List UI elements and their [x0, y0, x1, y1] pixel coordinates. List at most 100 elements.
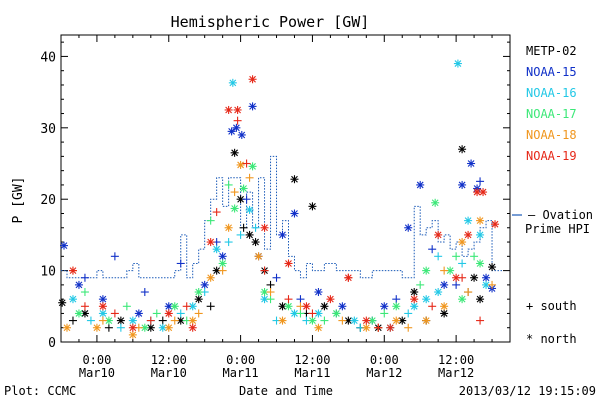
y-tick-label: 10 [40, 265, 56, 280]
chart-title: Hemispheric Power [GW] [171, 13, 370, 31]
point-north-noaa-19 [98, 302, 107, 311]
point-north-metp-02 [476, 295, 485, 304]
point-north-metp-02 [245, 230, 254, 239]
point-north-noaa-18 [188, 316, 197, 325]
point-north-noaa-15 [227, 127, 236, 136]
point-north-noaa-16 [158, 323, 167, 332]
point-south-noaa-17 [452, 252, 461, 261]
point-south-noaa-19 [242, 159, 251, 168]
y-tick-label: 40 [40, 50, 56, 65]
point-south-noaa-17 [380, 309, 389, 318]
x-tick-label-time: 0:00 [82, 353, 111, 367]
point-south-noaa-17 [80, 288, 89, 297]
point-north-metp-02 [58, 298, 67, 307]
point-north-noaa-19 [206, 238, 215, 247]
footer-right: 2013/03/12 19:15:09 [459, 384, 596, 398]
point-north-noaa-19 [479, 188, 488, 197]
point-north-noaa-15 [237, 130, 246, 139]
y-tick-label: 0 [48, 336, 56, 351]
point-north-metp-02 [194, 295, 203, 304]
point-south-noaa-19 [476, 316, 485, 325]
footer-left: Plot: CCMC [4, 384, 76, 398]
series-noaa-16 [68, 59, 491, 332]
point-north-metp-02 [440, 309, 449, 318]
point-south-noaa-16 [434, 252, 443, 261]
point-south-noaa-17 [206, 216, 215, 225]
x-tick-label-date: Mar10 [79, 366, 115, 380]
point-north-noaa-19 [491, 220, 500, 229]
point-south-noaa-18 [404, 323, 413, 332]
point-north-noaa-16 [476, 230, 485, 239]
x-tick-label-time: 12:00 [294, 353, 330, 367]
point-south-noaa-15 [476, 177, 485, 186]
point-north-noaa-16 [245, 205, 254, 214]
point-south-noaa-19 [374, 323, 383, 332]
point-south-noaa-18 [170, 316, 179, 325]
ovation-hpi-line [61, 155, 503, 279]
point-north-noaa-18 [422, 316, 431, 325]
point-north-noaa-19 [410, 295, 419, 304]
point-north-noaa-19 [326, 295, 335, 304]
point-north-noaa-16 [434, 288, 443, 297]
point-south-metp-02 [239, 223, 248, 232]
point-north-noaa-19 [434, 230, 443, 239]
point-south-noaa-19 [458, 273, 467, 282]
point-north-noaa-15 [218, 252, 227, 261]
point-north-noaa-19 [233, 105, 242, 114]
point-south-noaa-19 [308, 309, 317, 318]
point-south-noaa-19 [80, 302, 89, 311]
point-south-noaa-16 [251, 223, 260, 232]
point-south-noaa-17 [266, 295, 275, 304]
point-north-noaa-18 [128, 330, 137, 339]
point-south-noaa-15 [392, 295, 401, 304]
series-metp-02 [58, 145, 497, 332]
point-south-noaa-19 [146, 316, 155, 325]
point-north-noaa-18 [236, 160, 245, 169]
x-tick-label-date: Mar11 [223, 366, 259, 380]
point-south-noaa-16 [176, 309, 185, 318]
point-north-noaa-15 [232, 123, 241, 132]
legend-noaa-18: NOAA-18 [526, 128, 577, 142]
point-south-noaa-15 [452, 280, 461, 289]
point-south-noaa-16 [458, 259, 467, 268]
point-south-noaa-17 [224, 180, 233, 189]
point-north-metp-02 [212, 266, 221, 275]
point-south-noaa-15 [428, 245, 437, 254]
x-tick-label-time: 0:00 [226, 353, 255, 367]
point-south-noaa-16 [236, 230, 245, 239]
point-north-noaa-16 [453, 59, 462, 68]
point-north-noaa-15 [338, 302, 347, 311]
point-north-noaa-19 [248, 75, 257, 84]
ovation-legend-line2: Prime HPI [525, 222, 590, 236]
series-noaa-15 [59, 102, 497, 325]
south-marker-legend: + south [526, 299, 577, 313]
point-north-noaa-16 [464, 216, 473, 225]
point-south-metp-02 [68, 316, 77, 325]
point-south-noaa-16 [224, 238, 233, 247]
point-south-noaa-19 [344, 273, 353, 282]
point-north-noaa-18 [164, 323, 173, 332]
ovation-legend-line1: — Ovation [528, 208, 593, 222]
point-south-metp-02 [206, 302, 215, 311]
point-south-metp-02 [158, 316, 167, 325]
point-south-noaa-18 [245, 173, 254, 182]
point-north-noaa-17 [392, 302, 401, 311]
point-north-noaa-16 [98, 309, 107, 318]
point-south-noaa-19 [110, 309, 119, 318]
point-north-noaa-17 [284, 302, 293, 311]
point-south-noaa-16 [86, 316, 95, 325]
point-north-noaa-15 [278, 230, 287, 239]
legend-noaa-19: NOAA-19 [526, 149, 577, 163]
point-south-metp-02 [104, 323, 113, 332]
point-south-noaa-19 [428, 302, 437, 311]
point-south-noaa-15 [242, 195, 251, 204]
point-south-noaa-19 [212, 208, 221, 217]
point-north-noaa-19 [386, 323, 395, 332]
point-north-metp-02 [410, 288, 419, 297]
point-north-metp-02 [290, 175, 299, 184]
point-north-noaa-15 [416, 180, 425, 189]
point-north-noaa-18 [392, 316, 401, 325]
point-south-noaa-17 [122, 302, 131, 311]
point-north-metp-02 [488, 263, 497, 272]
legend-noaa-16: NOAA-16 [526, 86, 577, 100]
